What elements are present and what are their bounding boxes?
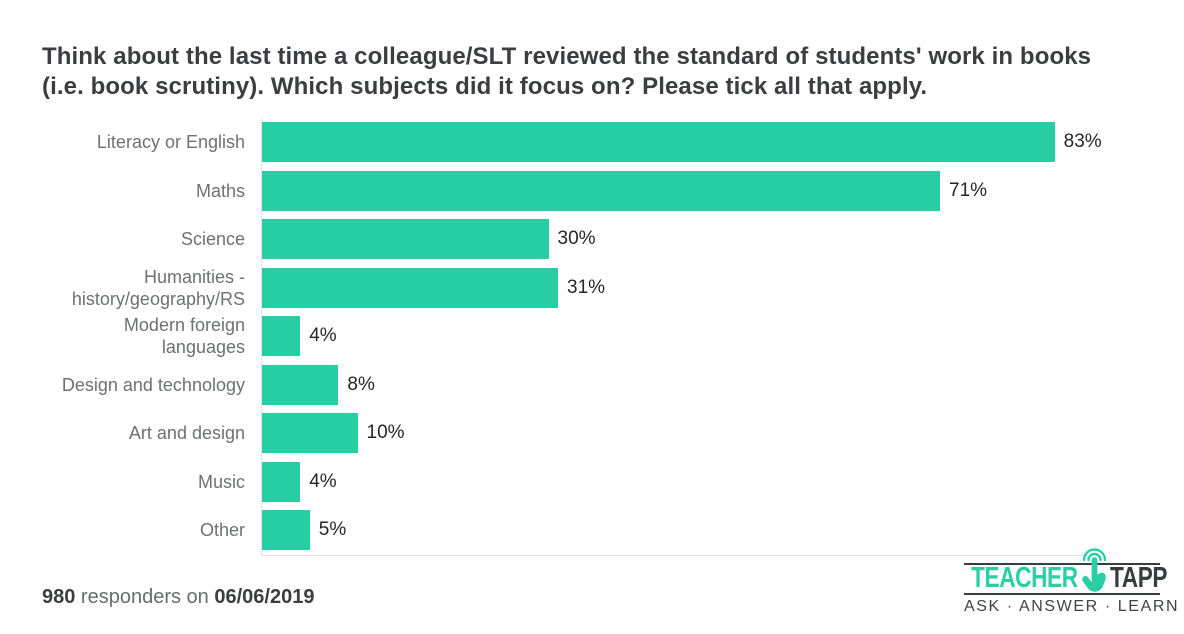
survey-date: 06/06/2019: [214, 586, 315, 608]
responders-text: responders on: [75, 586, 215, 608]
bar-track: 30%: [261, 215, 1162, 264]
bar-row: Literacy or English 83%: [42, 118, 1162, 167]
bar-track: 4%: [261, 457, 1162, 506]
bar-row: Modern foreign languages 4%: [42, 312, 1162, 361]
category-label: Science: [180, 229, 245, 250]
bar-track: 31%: [261, 263, 1162, 312]
category-label: Maths: [195, 180, 245, 201]
logo-bottom-rule: [964, 593, 1160, 595]
responders-note: 980 responders on 06/06/2019: [42, 586, 314, 609]
logo-tapp-text: TAPP: [1109, 562, 1167, 594]
x-axis-line: [261, 554, 1087, 556]
value-label: 30%: [557, 228, 596, 250]
bar-chart: Literacy or English 83% Maths 71% Science 30%…: [42, 118, 1162, 556]
bar-track: 4%: [261, 312, 1162, 361]
chart-rows: Literacy or English 83% Maths 71% Science 30%…: [42, 118, 1162, 555]
category-label: Music: [197, 471, 245, 492]
category-label: Art and design: [128, 423, 245, 444]
bar-track: 83%: [261, 118, 1162, 167]
bar: [262, 413, 358, 454]
bar-row: Art and design 10%: [42, 409, 1162, 458]
bar-row: Design and technology 8%: [42, 360, 1162, 409]
bar-track: 5%: [261, 506, 1162, 555]
tap-hand-icon: [1081, 548, 1106, 592]
value-label: 71%: [949, 179, 988, 201]
bar-track: 10%: [261, 409, 1162, 458]
bar: [262, 219, 549, 260]
bar-row: Maths 71%: [42, 166, 1162, 215]
teacher-tapp-logo: TEACHER TAPP ASK · ANSWER · LEARN: [964, 548, 1180, 616]
value-label: 4%: [309, 470, 337, 492]
bar: [262, 510, 310, 551]
logo-top-rule: [964, 563, 1160, 565]
value-label: 8%: [347, 373, 375, 395]
bar-track: 71%: [261, 166, 1162, 215]
logo-wordmark: TEACHER TAPP: [964, 548, 1167, 594]
category-label: Literacy or English: [96, 132, 245, 153]
responders-count: 980: [42, 586, 76, 608]
bar: [262, 170, 941, 211]
logo-teacher-text: TEACHER: [971, 562, 1078, 594]
bar: [262, 267, 559, 308]
bar: [262, 364, 339, 405]
category-label: Other: [199, 520, 245, 541]
bar-row: Other 5%: [42, 506, 1162, 555]
bar-row: Humanities - history/geography/RS 31%: [42, 263, 1162, 312]
bar: [262, 461, 301, 502]
logo-tagline: ASK · ANSWER · LEARN: [964, 598, 1180, 615]
chart-title: Think about the last time a colleague/SL…: [42, 43, 1092, 100]
bar-track: 8%: [261, 360, 1162, 409]
category-label: Modern foreign languages: [123, 315, 245, 358]
value-label: 83%: [1063, 131, 1102, 153]
bar-row: Science 30%: [42, 215, 1162, 264]
bar: [262, 316, 301, 357]
bar-row: Music 4%: [42, 457, 1162, 506]
value-label: 10%: [366, 422, 405, 444]
value-label: 4%: [309, 325, 337, 347]
bar: [262, 122, 1055, 163]
category-label: Humanities - history/geography/RS: [71, 266, 245, 309]
value-label: 5%: [318, 519, 347, 541]
category-label: Design and technology: [61, 374, 245, 395]
value-label: 31%: [567, 276, 606, 298]
